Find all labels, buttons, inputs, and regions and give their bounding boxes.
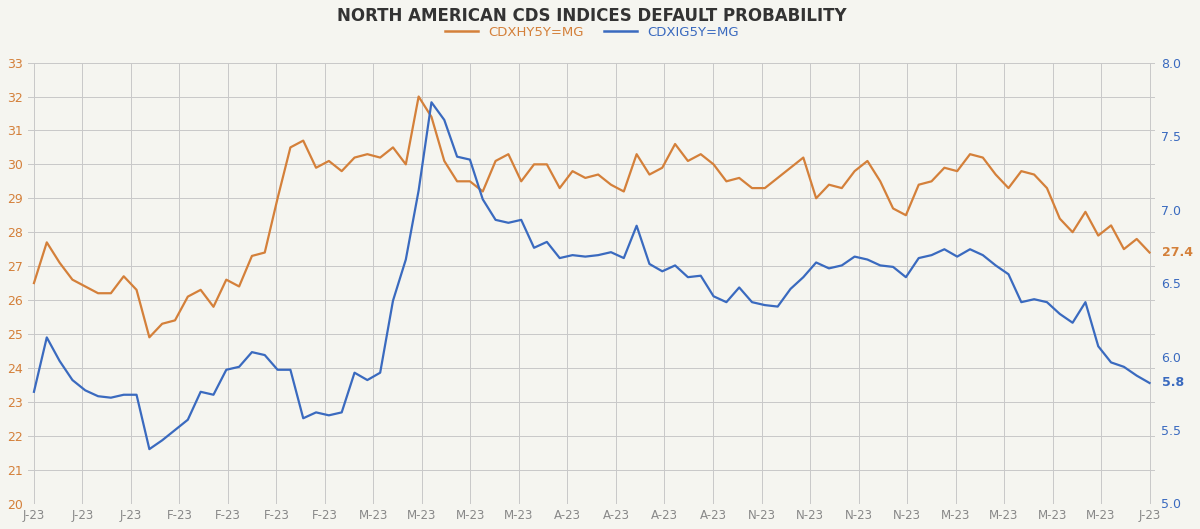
Title: NORTH AMERICAN CDS INDICES DEFAULT PROBABILITY: NORTH AMERICAN CDS INDICES DEFAULT PROBA… [337,7,846,25]
Text: 5.8: 5.8 [1162,377,1184,389]
Text: 27.4: 27.4 [1162,246,1193,259]
Legend: CDXHY5Y=MG, CDXIG5Y=MG: CDXHY5Y=MG, CDXIG5Y=MG [439,21,744,44]
